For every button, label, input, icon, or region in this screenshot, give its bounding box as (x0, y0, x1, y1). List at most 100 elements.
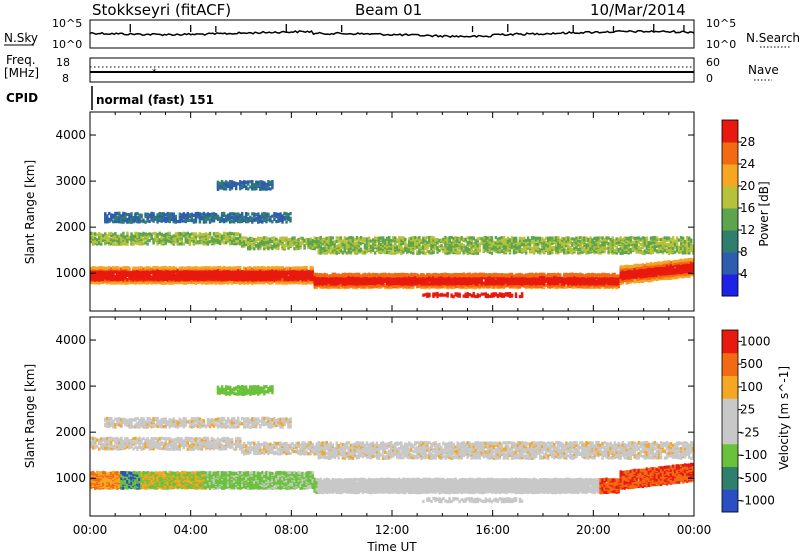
heatmap-cell (307, 238, 310, 242)
heatmap-cell (192, 271, 196, 275)
heatmap-cell (247, 182, 250, 186)
heatmap-cell (369, 244, 373, 248)
heatmap-cell (394, 274, 397, 278)
heatmap-cell (363, 243, 367, 247)
heatmap-cell (482, 248, 486, 252)
heatmap-cell (472, 251, 475, 255)
heatmap-cell (373, 272, 377, 277)
heatmap-cell (339, 249, 343, 253)
heatmap-cell (345, 237, 349, 241)
heatmap-cell (325, 243, 329, 247)
heatmap-cell (371, 245, 375, 249)
heatmap-cell (305, 242, 308, 246)
heatmap-cell (386, 279, 389, 283)
heatmap-cell (460, 245, 463, 249)
heatmap-cell (456, 273, 459, 277)
heatmap-cell (226, 270, 230, 275)
heatmap-cell (239, 233, 242, 237)
heatmap-cell (462, 294, 465, 298)
heatmap-cell (253, 242, 256, 246)
heatmap-cell (424, 251, 427, 255)
heatmap-cell (216, 180, 220, 184)
heatmap-cell (464, 245, 467, 249)
heatmap-cell (472, 291, 475, 296)
heatmap-cell (212, 216, 216, 221)
heatmap-cell (410, 243, 413, 247)
heatmap-cell (388, 236, 391, 240)
heatmap-cell (472, 242, 475, 246)
heatmap-cell (436, 273, 439, 277)
heatmap-cell (321, 237, 324, 242)
heatmap-cell (363, 248, 367, 252)
heatmap-cell (287, 241, 290, 245)
heatmap-cell (249, 185, 252, 189)
heatmap-cell (194, 239, 198, 243)
heatmap-cell (400, 242, 403, 246)
heatmap-cell (484, 273, 488, 277)
heatmap-cell (359, 242, 363, 246)
heatmap-cell (144, 266, 147, 270)
heatmap-cell (228, 242, 232, 246)
heatmap-cell (410, 272, 413, 276)
heatmap-cell (305, 237, 308, 242)
heatmap-cell (198, 266, 202, 270)
heatmap-cell (212, 273, 216, 277)
heatmap-cell (116, 234, 119, 238)
heatmap-cell (466, 285, 469, 290)
heatmap-cell (253, 238, 256, 242)
heatmap-cell (178, 218, 182, 223)
heatmap-cell (267, 247, 270, 251)
heatmap-cell (466, 294, 469, 298)
heatmap-cell (428, 282, 431, 286)
heatmap-cell (198, 212, 202, 216)
heatmap-cell (118, 234, 121, 238)
heatmap-cell (283, 245, 286, 249)
heatmap-cell (261, 184, 264, 189)
heatmap-cell (174, 232, 178, 236)
heatmap-cell (293, 236, 296, 240)
heatmap-cell (148, 232, 151, 236)
heatmap-cell (440, 247, 443, 251)
heatmap-cell (426, 244, 429, 248)
heatmap-cell (255, 237, 258, 241)
heatmap-cell (160, 212, 163, 216)
heatmap-cell (190, 279, 194, 283)
heatmap-cell (172, 266, 175, 270)
heatmap-cell (398, 239, 401, 243)
heatmap-cell (392, 284, 395, 288)
heatmap-cell (214, 237, 218, 241)
heatmap-cell (160, 219, 163, 223)
heatmap-cell (327, 274, 331, 278)
heatmap-cell (144, 220, 147, 224)
heatmap-cell (198, 216, 202, 220)
heatmap-cell (299, 266, 302, 270)
heatmap-cell (156, 278, 159, 282)
heatmap-cell (150, 267, 153, 271)
heatmap-cell (504, 247, 508, 251)
heatmap-cell (214, 240, 218, 245)
heatmap-cell (357, 272, 361, 276)
heatmap-cell (98, 242, 101, 246)
heatmap-cell (243, 281, 246, 285)
heatmap-cell (283, 244, 286, 248)
heatmap-cell (299, 280, 302, 284)
heatmap-cell (394, 250, 397, 254)
heatmap-cell (243, 182, 246, 186)
heatmap-cell (454, 246, 457, 250)
heatmap-cell (331, 249, 335, 253)
heatmap-cell (412, 275, 415, 279)
heatmap-cell (466, 236, 469, 240)
heatmap-cell (291, 239, 294, 243)
heatmap-cell (371, 272, 375, 276)
heatmap-cell (299, 273, 302, 277)
heatmap-cell (333, 282, 337, 286)
heatmap-cell (120, 233, 123, 237)
heatmap-cell (488, 282, 492, 286)
heatmap-cell (424, 293, 427, 297)
heatmap-cell (235, 187, 238, 191)
heatmap-cell (341, 276, 345, 280)
heatmap-cell (172, 268, 175, 273)
heatmap-cell (446, 275, 449, 279)
heatmap-cell (277, 247, 280, 251)
heatmap-cell (490, 273, 494, 277)
